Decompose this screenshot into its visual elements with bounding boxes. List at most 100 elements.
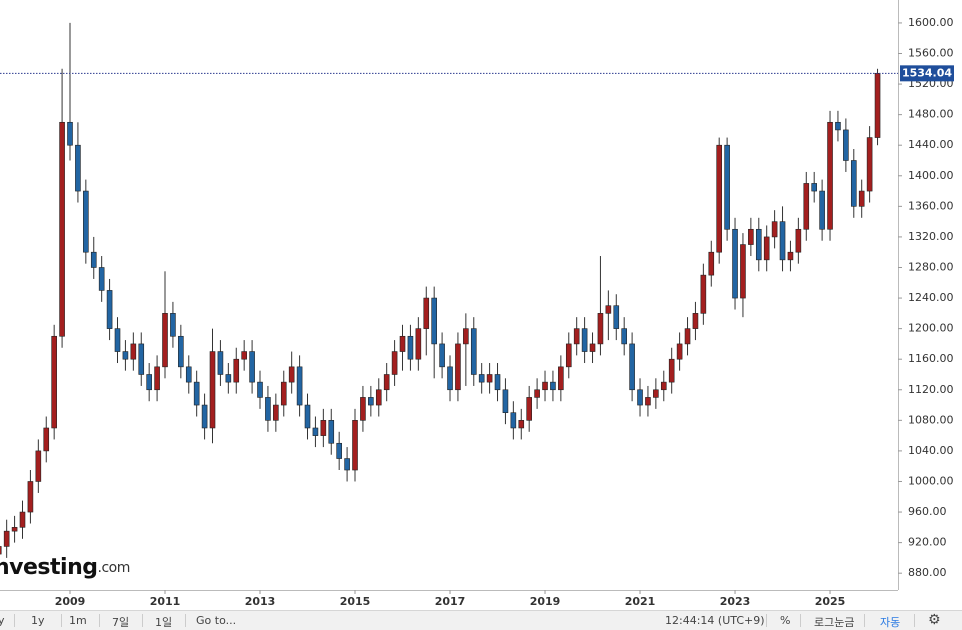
candle-body [178, 335, 184, 368]
candle-body [59, 121, 65, 337]
candle-body [795, 228, 802, 253]
candle-body [763, 236, 770, 261]
log-button[interactable]: 로그눈금 [814, 616, 855, 629]
candle-body [850, 160, 857, 207]
candle-body [98, 267, 105, 291]
candle-body [273, 404, 279, 421]
candle-body [589, 343, 596, 352]
candle-body [605, 305, 612, 314]
candle-body [700, 274, 707, 314]
candle-body [114, 328, 121, 352]
candle-body [874, 73, 881, 138]
candle-body [154, 366, 160, 391]
candle-body [90, 251, 97, 268]
candle-body [170, 313, 176, 337]
candle-body [399, 335, 406, 352]
candle-body [0, 546, 2, 555]
candle-body [265, 397, 271, 421]
candle-body [803, 183, 810, 230]
percent-button[interactable]: % [780, 614, 791, 627]
separator [61, 614, 62, 627]
candle-body [550, 381, 556, 391]
candle-body [352, 420, 358, 471]
candle-body [676, 343, 683, 360]
candle-body [716, 144, 722, 253]
y-tick-label: 1240.00 [908, 291, 954, 304]
candle-body [344, 458, 350, 471]
candle-body [470, 328, 477, 375]
x-tick-label: 2013 [245, 595, 276, 608]
y-tick-label: 1320.00 [908, 230, 954, 243]
candle-body [43, 427, 50, 452]
candle-body [375, 389, 382, 406]
candle-body [328, 420, 335, 444]
y-tick-label: 1560.00 [908, 46, 954, 59]
range-button[interactable]: 1m [69, 614, 87, 627]
candle-body [684, 328, 691, 345]
candle-body [455, 343, 461, 391]
candle-body [19, 511, 26, 528]
candle-body [732, 228, 738, 299]
y-tick-label: 1000.00 [908, 474, 954, 487]
candle-body [653, 389, 659, 398]
candle-body [193, 381, 200, 406]
range-button[interactable]: 1일 [155, 616, 173, 629]
candle-body [558, 366, 564, 391]
candle-body [771, 221, 778, 238]
candle-body [708, 251, 715, 276]
range-button[interactable]: 1y [31, 614, 45, 627]
candle-body [249, 351, 255, 383]
candle-body [692, 313, 699, 329]
candle-body [415, 328, 422, 360]
candle-body [811, 183, 817, 192]
candle-body [510, 412, 517, 429]
candle-body [748, 228, 754, 245]
separator [14, 614, 15, 627]
candle-body [75, 144, 81, 192]
candle-body [83, 190, 89, 253]
y-tick-label: 1480.00 [908, 108, 954, 121]
candle-body [67, 121, 73, 146]
candle-body [288, 366, 295, 383]
candle-body [122, 351, 129, 360]
separator [99, 614, 100, 627]
y-tick-label: 1160.00 [908, 352, 954, 365]
candle-body [660, 381, 667, 391]
x-tick-label: 2025 [815, 595, 846, 608]
candle-body [629, 343, 635, 391]
candle-body [241, 351, 247, 360]
candle-body [304, 404, 311, 429]
y-tick-label: 880.00 [908, 566, 947, 579]
candle-body [613, 305, 620, 329]
clock: 12:44:14 (UTC+9) [665, 614, 765, 627]
range-button[interactable]: y [0, 614, 5, 627]
candle-body [637, 389, 643, 406]
candle-body [494, 374, 501, 391]
candle-body [233, 358, 240, 383]
candle-body [597, 313, 604, 345]
y-tick-label: 1280.00 [908, 260, 954, 273]
goto-button[interactable]: Go to... [196, 614, 237, 627]
candle-body [668, 358, 675, 383]
y-tick-label: 1360.00 [908, 199, 954, 212]
candle-body [106, 290, 113, 329]
candle-body [573, 328, 580, 345]
candle-body [336, 442, 342, 459]
candle-body [858, 190, 865, 207]
candle-body [486, 374, 493, 383]
separator [766, 614, 767, 627]
last-price-label: 1534.04 [902, 66, 952, 79]
y-tick-label: 1440.00 [908, 138, 954, 151]
watermark-brand: nvesting [0, 555, 98, 580]
candle-body [3, 530, 10, 547]
candle-body [225, 374, 232, 383]
candle-body [581, 328, 588, 352]
x-tick-label: 2021 [625, 595, 656, 608]
candle-body [463, 328, 469, 345]
candle-body [185, 366, 192, 383]
range-button[interactable]: 7일 [112, 616, 130, 629]
candle-body [146, 374, 152, 391]
auto-button[interactable]: 자동 [880, 616, 901, 629]
settings-icon[interactable]: ⚙ [928, 612, 941, 628]
separator [185, 614, 186, 627]
